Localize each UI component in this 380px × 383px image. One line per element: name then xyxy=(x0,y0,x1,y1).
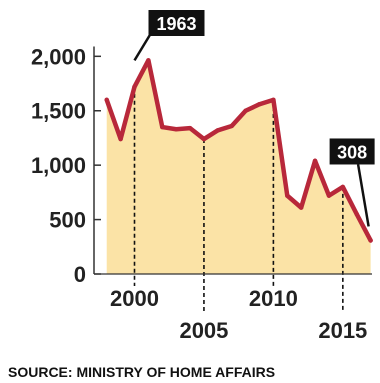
data-point xyxy=(132,84,137,90)
callout-leader xyxy=(133,33,152,62)
callout: 308 xyxy=(329,138,375,227)
data-point xyxy=(257,102,262,107)
x-tick-label: 2015 xyxy=(318,318,367,343)
data-point xyxy=(201,136,207,142)
data-point xyxy=(243,108,248,113)
area-fill xyxy=(106,60,371,275)
x-tick-label: 2005 xyxy=(179,318,228,343)
data-point xyxy=(118,136,123,142)
y-tick-label: 1,500 xyxy=(31,99,86,124)
callout-label: 1963 xyxy=(156,14,196,34)
data-point xyxy=(173,127,179,132)
data-point xyxy=(187,125,193,131)
data-point xyxy=(285,193,290,198)
data-point xyxy=(146,58,151,63)
callout-leader xyxy=(356,164,370,227)
x-tick-label: 2000 xyxy=(110,286,159,311)
data-point xyxy=(340,184,346,190)
callout: 1963 xyxy=(133,10,205,62)
data-point xyxy=(312,158,318,164)
data-point xyxy=(368,238,373,243)
callout-box xyxy=(329,138,375,165)
x-tick-label: 2010 xyxy=(249,286,298,311)
callout-box xyxy=(148,10,205,36)
data-line xyxy=(104,58,373,243)
data-point xyxy=(229,123,234,129)
data-point xyxy=(160,124,165,130)
data-point xyxy=(271,97,276,103)
data-point xyxy=(215,128,221,133)
source-label: SOURCE: MINISTRY OF HOME AFFAIRS xyxy=(8,364,275,380)
y-tick-label: 0 xyxy=(74,262,86,287)
data-point xyxy=(298,205,304,210)
data-point xyxy=(326,193,332,198)
callout-label: 308 xyxy=(337,142,367,162)
data-point xyxy=(104,97,109,103)
y-tick-label: 500 xyxy=(49,208,86,233)
y-tick-label: 2,000 xyxy=(31,44,86,69)
y-tick-label: 1,000 xyxy=(31,153,86,178)
data-point xyxy=(354,211,359,217)
